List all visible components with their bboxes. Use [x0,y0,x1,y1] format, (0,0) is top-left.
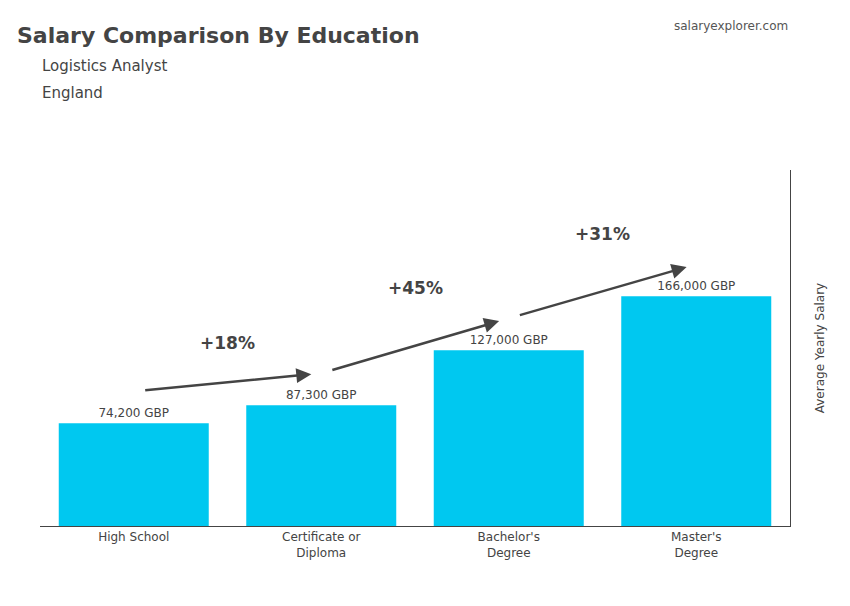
svg-text:Bachelor'sDegree: Bachelor'sDegree [478,530,540,560]
svg-text:salaryexplorer.com: salaryexplorer.com [674,19,788,33]
svg-text:+18%: +18% [200,333,255,353]
svg-text:Certificate orDiploma: Certificate orDiploma [282,530,360,560]
svg-text:Average Yearly Salary: Average Yearly Salary [813,283,827,413]
svg-text:166,000 GBP: 166,000 GBP [657,279,735,293]
svg-text:127,000 GBP: 127,000 GBP [470,333,548,347]
svg-text:74,200 GBP: 74,200 GBP [98,406,169,420]
svg-text:+45%: +45% [388,278,443,298]
svg-text:Logistics Analyst: Logistics Analyst [42,57,167,75]
svg-text:Master'sDegree: Master'sDegree [671,530,722,560]
svg-text:+31%: +31% [575,224,630,244]
svg-text:Salary Comparison By Education: Salary Comparison By Education [17,23,420,48]
svg-text:High School: High School [98,530,169,544]
svg-text:87,300 GBP: 87,300 GBP [286,388,357,402]
svg-text:England: England [42,84,103,102]
